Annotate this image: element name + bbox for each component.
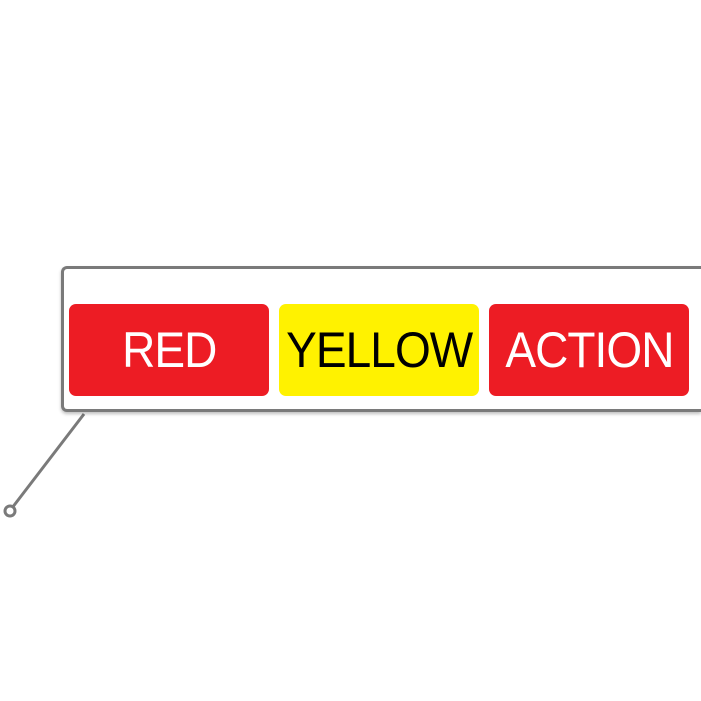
yellow-button[interactable]: YELLOW	[279, 304, 479, 396]
leader-anchor-dot	[3, 504, 17, 518]
yellow-button-label: YELLOW	[285, 322, 473, 378]
leader-line	[10, 413, 86, 509]
red-button-label: RED	[121, 322, 217, 378]
action-button[interactable]: ACTION	[489, 304, 689, 396]
red-button[interactable]: RED	[69, 304, 269, 396]
action-button-label: ACTION	[504, 322, 674, 378]
